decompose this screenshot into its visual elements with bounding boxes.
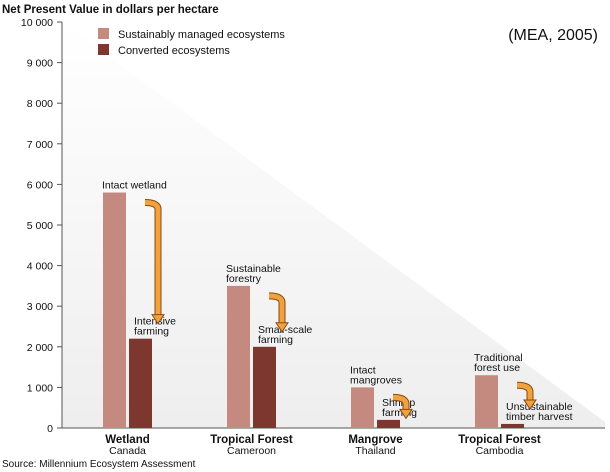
category-sublabel: Cambodia [476, 445, 524, 457]
y-tick-label: 1 000 [27, 382, 53, 394]
category-label: Tropical Forest [458, 434, 541, 446]
bar-converted [501, 423, 524, 428]
bar-sustainable [351, 387, 374, 428]
bar-annotation: Intensive [134, 316, 176, 328]
bar-annotation: mangroves [350, 374, 402, 386]
bar-annotation: farming [134, 326, 169, 338]
chart-title: Net Present Value in dollars per hectare [2, 4, 219, 16]
bar-converted [129, 338, 152, 428]
decline-arrow [392, 394, 409, 410]
bar-annotation: forestry [226, 273, 262, 285]
bar-annotation: forest use [474, 362, 520, 374]
decline-arrow [516, 382, 533, 400]
bar-annotation: Intact wetland [102, 180, 167, 192]
source-note: Source: Millennium Ecosystem Assessment [2, 459, 196, 470]
category-sublabel: Cameroon [227, 445, 276, 457]
legend-label: Sustainably managed ecosystems [118, 29, 285, 41]
y-tick-label: 0 [47, 423, 53, 435]
category-sublabel: Canada [109, 445, 146, 457]
bar-annotation: farming [382, 407, 417, 419]
y-tick-label: 4 000 [27, 261, 53, 273]
y-tick-label: 9 000 [27, 58, 53, 70]
category-sublabel: Thailand [355, 445, 395, 457]
decline-arrow-head [151, 314, 165, 325]
bar-annotation: farming [258, 334, 293, 346]
bar-annotation: Traditional [474, 352, 523, 364]
plot-background [62, 22, 605, 428]
category-label: Wetland [105, 434, 150, 446]
decline-arrow-head [399, 408, 413, 420]
bar-converted [377, 419, 400, 428]
decline-arrow-head [275, 322, 289, 333]
y-tick-label: 10 000 [21, 17, 53, 29]
bar-annotation: timber harvest [506, 411, 573, 423]
bar-converted [253, 346, 276, 428]
category-label: Tropical Forest [210, 434, 293, 446]
y-tick-label: 8 000 [27, 98, 53, 110]
legend-label: Converted ecosystems [118, 45, 230, 57]
bar-annotation: Sustainable [226, 263, 281, 275]
decline-arrow [268, 293, 285, 323]
legend-swatch [98, 44, 109, 55]
bar-sustainable [227, 285, 250, 428]
bar-annotation: Unsustainable [506, 401, 573, 413]
decline-arrow-head [523, 399, 537, 410]
y-tick-label: 7 000 [27, 139, 53, 151]
decline-arrow [144, 200, 161, 315]
bar-sustainable [475, 375, 498, 428]
y-tick-label: 5 000 [27, 220, 53, 232]
category-label: Mangrove [348, 434, 402, 446]
y-tick-label: 3 000 [27, 301, 53, 313]
bar-sustainable [103, 192, 126, 428]
y-tick-label: 2 000 [27, 342, 53, 354]
bar-annotation: Intact [350, 364, 376, 376]
legend-swatch [98, 28, 109, 39]
bar-annotation: Small-scale [258, 324, 312, 336]
y-tick-label: 6 000 [27, 179, 53, 191]
citation: (MEA, 2005) [508, 27, 598, 44]
